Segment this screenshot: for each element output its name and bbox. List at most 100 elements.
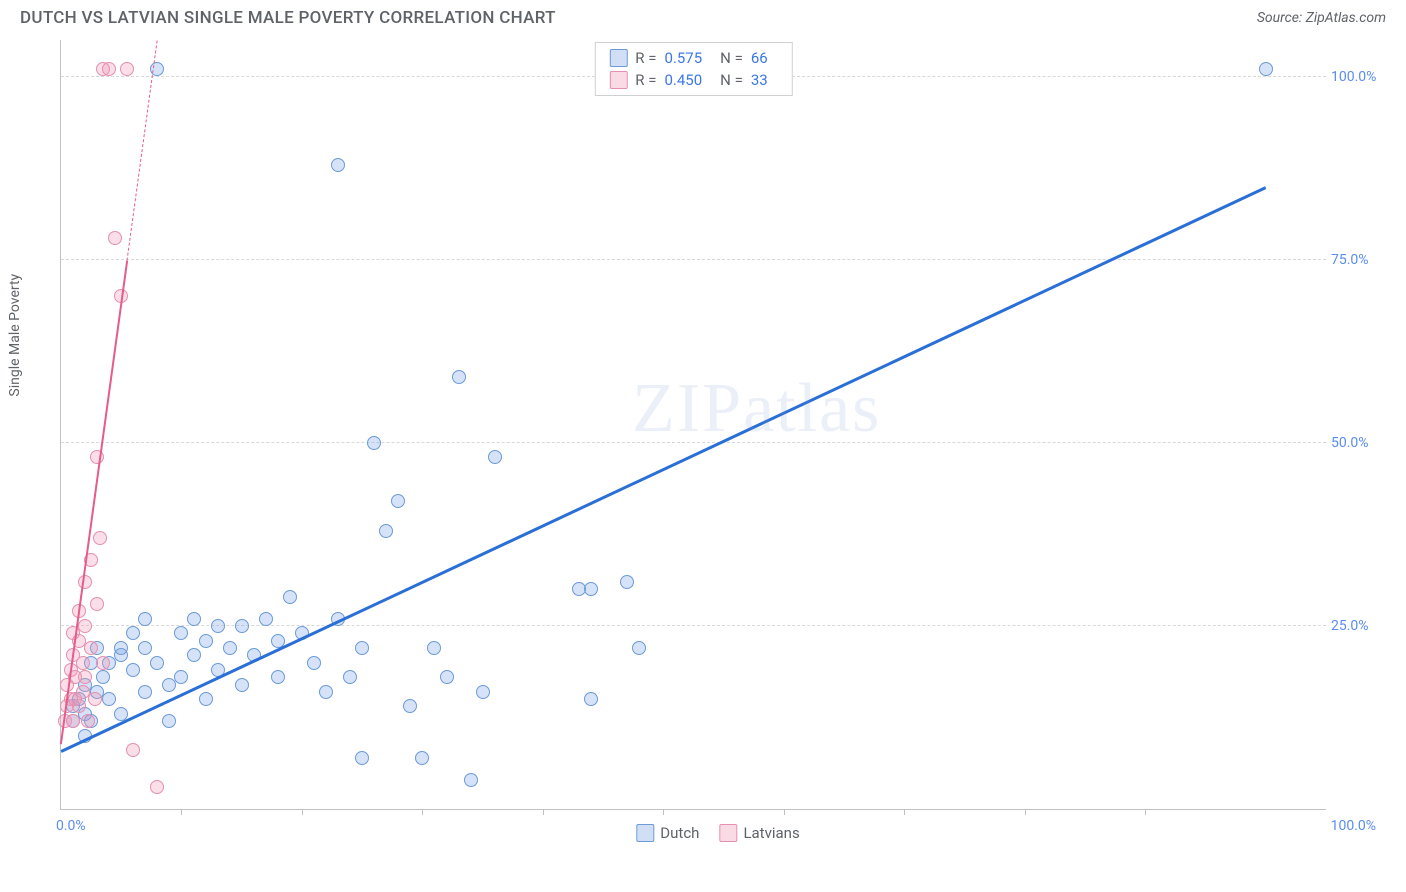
legend-label-latvian: Latvians (743, 824, 799, 842)
source-label: Source: (1257, 10, 1306, 26)
legend-swatch-dutch-icon (609, 49, 627, 67)
data-point-dutch (584, 692, 598, 706)
watermark: ZIPatlas (632, 369, 881, 449)
data-point-dutch (440, 670, 454, 684)
data-point-dutch (96, 670, 110, 684)
trend-line (60, 187, 1266, 753)
data-point-dutch (271, 670, 285, 684)
data-point-dutch (391, 494, 405, 508)
data-point-dutch (223, 641, 237, 655)
data-point-dutch (584, 582, 598, 596)
r-value-latvian: 0.450 (664, 71, 702, 89)
data-point-latvians (150, 780, 164, 794)
data-point-latvians (78, 575, 92, 589)
y-tick-label: 100.0% (1331, 69, 1381, 85)
legend-item-dutch: Dutch (636, 824, 699, 842)
data-point-latvians (78, 670, 92, 684)
data-point-dutch (162, 714, 176, 728)
data-point-dutch (126, 626, 140, 640)
data-point-latvians (96, 656, 110, 670)
x-tick (784, 809, 785, 815)
data-point-dutch (488, 450, 502, 464)
y-tick-label: 50.0% (1331, 435, 1381, 451)
data-point-dutch (476, 685, 490, 699)
data-point-latvians (126, 743, 140, 757)
x-tick-label-max: 100.0% (1331, 818, 1376, 834)
x-tick (422, 809, 423, 815)
data-point-dutch (211, 619, 225, 633)
y-axis-label: Single Male Poverty (7, 274, 23, 397)
data-point-dutch (283, 590, 297, 604)
x-tick (904, 809, 905, 815)
plot-area: ZIPatlas R = 0.575 N = 66 R = 0.450 N = … (60, 40, 1326, 810)
y-tick-label: 75.0% (1331, 252, 1381, 268)
data-point-dutch (307, 656, 321, 670)
data-point-latvians (78, 619, 92, 633)
data-point-dutch (367, 436, 381, 450)
data-point-dutch (415, 751, 429, 765)
n-value-dutch: 66 (751, 49, 768, 67)
r-label: R = (635, 49, 656, 67)
data-point-dutch (632, 641, 646, 655)
data-point-dutch (319, 685, 333, 699)
chart-container: Single Male Poverty ZIPatlas R = 0.575 N… (50, 40, 1386, 860)
data-point-dutch (427, 641, 441, 655)
watermark-zip: ZIP (632, 370, 743, 447)
data-point-dutch (464, 773, 478, 787)
x-tick (1145, 809, 1146, 815)
data-point-dutch (174, 626, 188, 640)
data-point-dutch (174, 670, 188, 684)
legend-row-dutch: R = 0.575 N = 66 (609, 47, 777, 69)
legend-swatch-latvian-icon (719, 824, 737, 842)
x-tick (663, 809, 664, 815)
legend-series: Dutch Latvians (636, 824, 799, 842)
gridline-h (61, 625, 1326, 626)
n-label: N = (720, 49, 743, 67)
legend-item-latvian: Latvians (719, 824, 799, 842)
n-label: N = (720, 71, 743, 89)
data-point-dutch (331, 158, 345, 172)
legend-stats: R = 0.575 N = 66 R = 0.450 N = 33 (594, 42, 792, 96)
legend-swatch-dutch-icon (636, 824, 654, 842)
source-name: ZipAtlas.com (1306, 10, 1386, 26)
x-tick (181, 809, 182, 815)
data-point-latvians (76, 656, 90, 670)
x-tick (1025, 809, 1026, 815)
data-point-dutch (343, 670, 357, 684)
data-point-dutch (114, 641, 128, 655)
data-point-latvians (102, 62, 116, 76)
data-point-dutch (452, 370, 466, 384)
data-point-dutch (355, 751, 369, 765)
data-point-dutch (403, 699, 417, 713)
data-point-dutch (379, 524, 393, 538)
data-point-dutch (199, 634, 213, 648)
data-point-dutch (150, 656, 164, 670)
data-point-dutch (355, 641, 369, 655)
data-point-latvians (93, 531, 107, 545)
data-point-dutch (235, 619, 249, 633)
data-point-dutch (187, 612, 201, 626)
data-point-dutch (259, 612, 273, 626)
x-tick (302, 809, 303, 815)
data-point-dutch (1259, 62, 1273, 76)
data-point-dutch (102, 692, 116, 706)
data-point-latvians (66, 714, 80, 728)
r-label: R = (635, 71, 656, 89)
data-point-latvians (90, 597, 104, 611)
r-value-dutch: 0.575 (664, 49, 702, 67)
legend-swatch-latvian-icon (609, 71, 627, 89)
data-point-latvians (72, 699, 86, 713)
chart-header: DUTCH VS LATVIAN SINGLE MALE POVERTY COR… (0, 0, 1406, 32)
data-point-dutch (138, 641, 152, 655)
data-point-dutch (126, 663, 140, 677)
gridline-h (61, 442, 1326, 443)
n-value-latvian: 33 (751, 71, 768, 89)
chart-title: DUTCH VS LATVIAN SINGLE MALE POVERTY COR… (20, 8, 556, 28)
x-tick (543, 809, 544, 815)
data-point-dutch (187, 648, 201, 662)
data-point-dutch (199, 692, 213, 706)
data-point-dutch (620, 575, 634, 589)
data-point-latvians (120, 62, 134, 76)
data-point-latvians (108, 231, 122, 245)
data-point-dutch (138, 612, 152, 626)
